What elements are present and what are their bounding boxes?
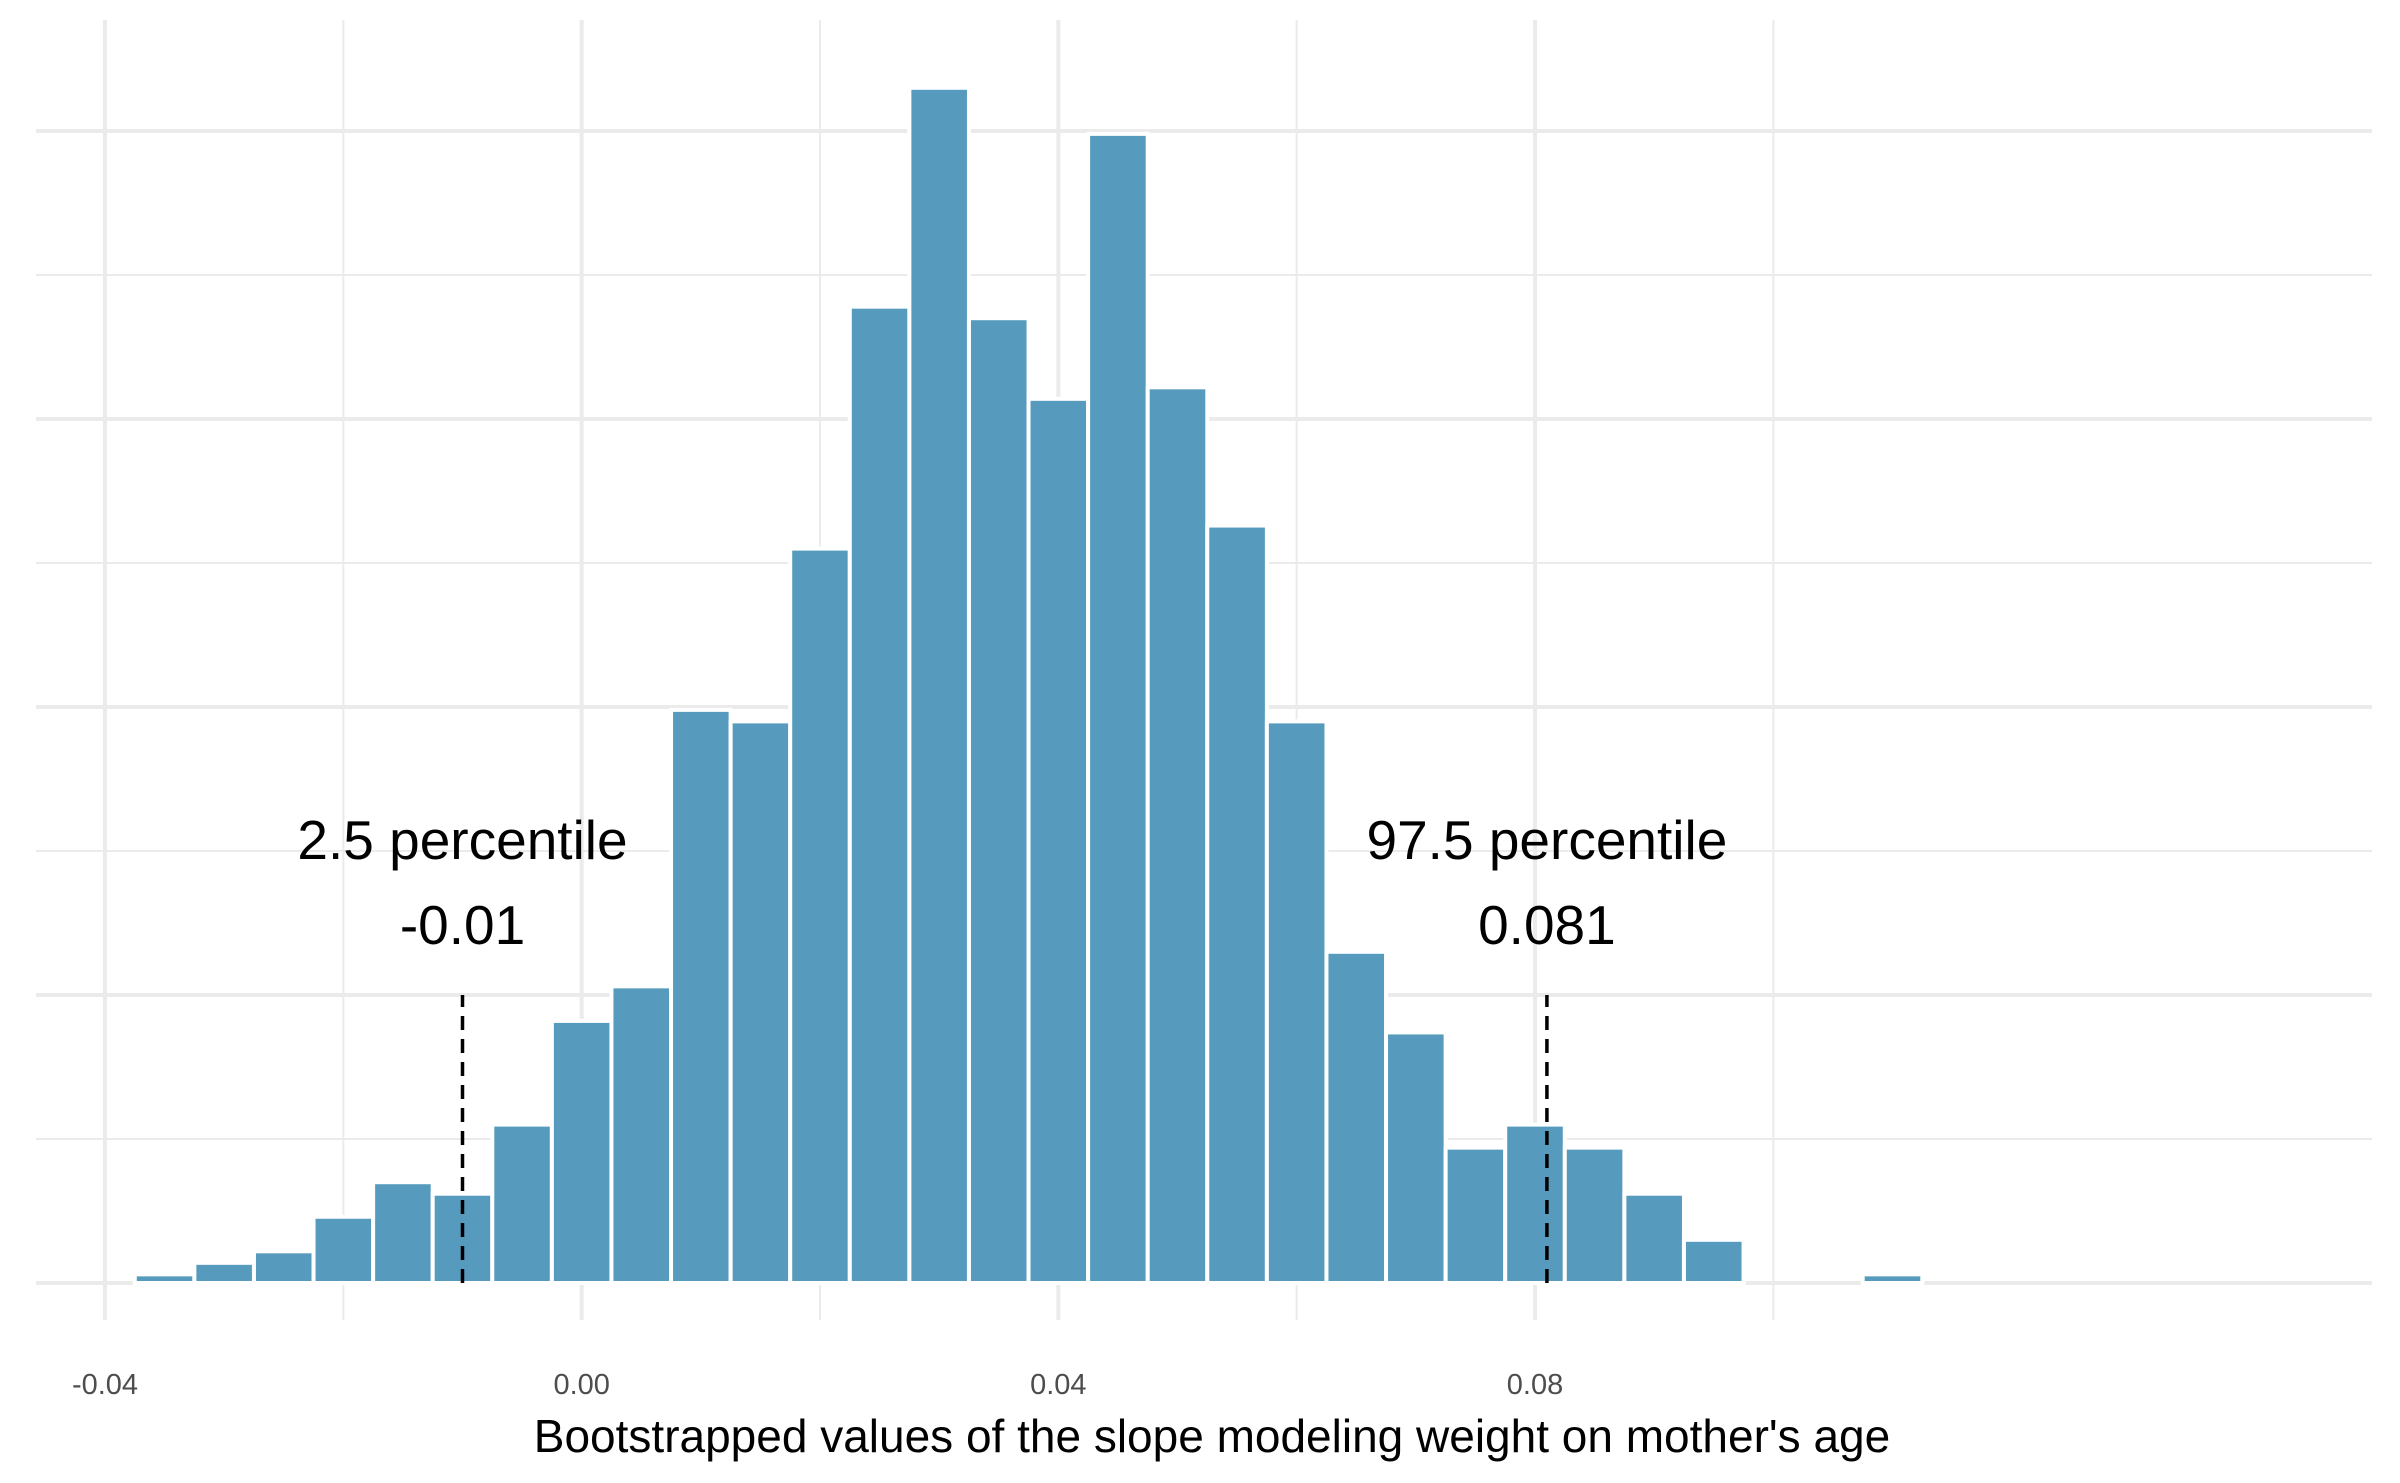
x-axis-ticks: -0.04 0.00 0.04 0.08 [72,1369,1563,1401]
lower-percentile-label: 2.5 percentile [297,809,627,871]
histogram-bar [1681,1237,1746,1286]
upper-percentile-label: 97.5 percentile [1367,809,1728,871]
histogram-bars [132,85,1925,1286]
histogram-bar [1264,719,1329,1285]
histogram-bar [490,1122,554,1285]
histogram-bar [1562,1145,1627,1286]
histogram-bar [788,546,852,1285]
histogram-bar [1860,1272,1925,1285]
histogram-bar [192,1260,256,1285]
x-tick-label: 0.08 [1507,1369,1563,1401]
lower-percentile-value: -0.01 [400,894,525,956]
histogram-bar [669,707,733,1285]
histogram-bar [1026,396,1091,1285]
upper-percentile-value: 0.081 [1478,894,1616,956]
histogram-bar [847,304,912,1285]
histogram-bar [251,1249,316,1285]
histogram-bar [311,1214,376,1286]
histogram-bar [1503,1122,1567,1285]
histogram-bar [907,85,971,1285]
histogram-bar [1324,949,1389,1285]
histogram-bar [549,1018,614,1285]
histogram-bar [1384,1030,1448,1285]
histogram-bar [371,1180,435,1285]
histogram-bar [609,984,674,1285]
histogram-bar [728,719,793,1285]
x-axis-title: Bootstrapped values of the slope modelin… [534,1410,1890,1462]
histogram-bar [1622,1191,1686,1285]
x-tick-label: 0.04 [1030,1369,1086,1401]
histogram-bar [1145,385,1210,1285]
histogram-bar [966,316,1031,1285]
percentile-lines [460,995,1549,1283]
x-tick-label: -0.04 [72,1369,138,1401]
x-tick-label: 0.00 [553,1369,609,1401]
histogram-bar [1086,131,1150,1285]
histogram-bar [1443,1145,1508,1286]
histogram-bar [1205,523,1269,1285]
histogram-bar [132,1272,197,1285]
